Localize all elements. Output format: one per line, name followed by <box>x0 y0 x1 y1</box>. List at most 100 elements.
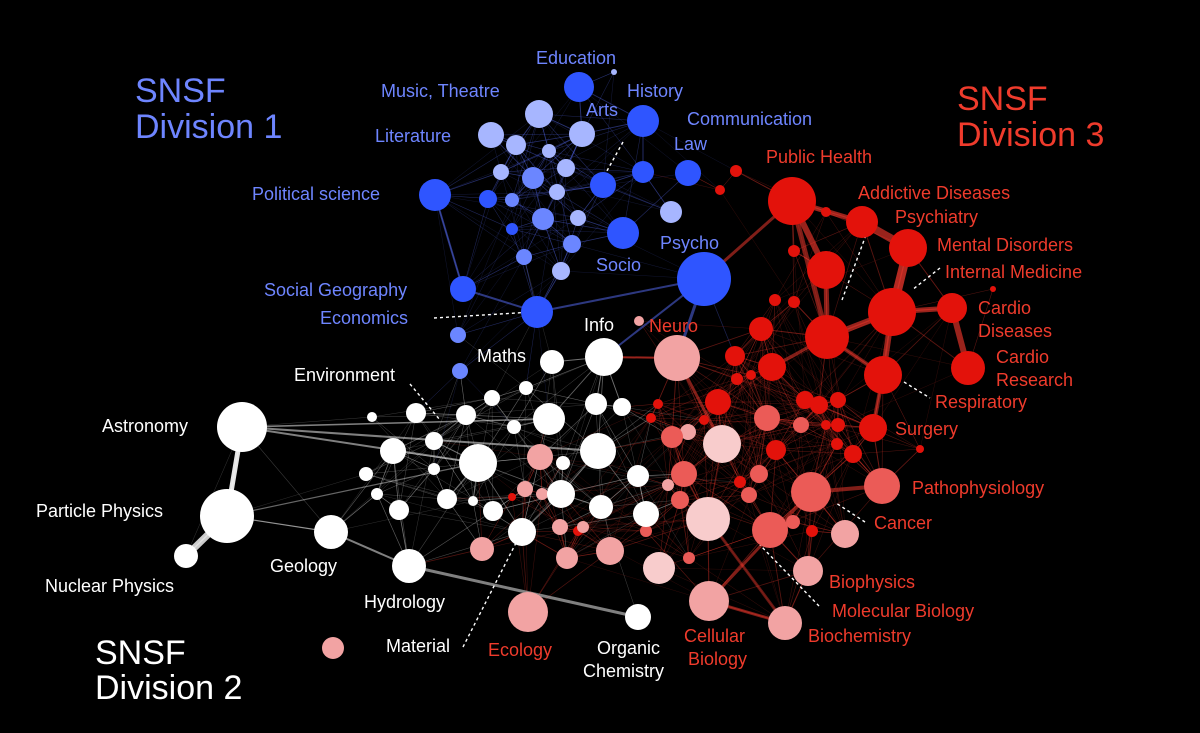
node-respiratory <box>864 356 902 394</box>
node-r32 <box>786 515 800 529</box>
node-info <box>585 338 623 376</box>
division-2-node-labels: Info Maths Environment Astronomy Particl… <box>36 315 664 681</box>
node-biophysics <box>793 556 823 586</box>
node-r31 <box>671 491 689 509</box>
division-2-label: SNSF Division 2 <box>95 634 242 707</box>
node-particle-physics <box>200 489 254 543</box>
edge <box>542 133 583 220</box>
edge <box>398 412 417 511</box>
leader-line <box>433 311 534 319</box>
edge <box>657 403 741 483</box>
node-r45 <box>577 521 589 533</box>
node-r10 <box>746 370 756 380</box>
edge <box>462 218 544 290</box>
label-cancer: Cancer <box>874 513 932 533</box>
node-b18 <box>452 363 468 379</box>
node-r48 <box>508 493 516 501</box>
edge <box>511 113 540 201</box>
edge <box>408 462 479 567</box>
edge <box>446 456 541 500</box>
edge <box>621 406 705 421</box>
edge-bundle <box>707 490 813 603</box>
edge <box>500 171 624 234</box>
node-surgery <box>859 414 887 442</box>
edge <box>434 194 562 272</box>
node-w2 <box>484 390 500 406</box>
node-w6 <box>533 403 565 435</box>
edge <box>434 113 540 196</box>
edge <box>548 120 644 152</box>
node-layer <box>174 69 996 659</box>
label-psychiatry: Psychiatry <box>895 207 978 227</box>
node-astronomy <box>217 402 267 452</box>
edge <box>657 403 669 486</box>
edge <box>837 367 969 426</box>
node-r6 <box>788 296 800 308</box>
edge <box>500 150 550 173</box>
edge <box>577 484 669 532</box>
edge <box>676 357 820 406</box>
node-b5 <box>522 167 544 189</box>
edge <box>657 378 738 405</box>
edge <box>376 468 435 495</box>
node-w25 <box>389 500 409 520</box>
edge <box>736 378 760 475</box>
edge <box>638 320 723 445</box>
edge <box>807 453 854 572</box>
label-astronomy: Astronomy <box>102 416 188 436</box>
edge <box>671 436 771 531</box>
edge <box>539 456 602 508</box>
edge <box>703 419 777 451</box>
edge <box>487 198 525 258</box>
node-b15 <box>632 161 654 183</box>
edge <box>434 194 579 219</box>
node-public-health <box>768 177 816 225</box>
edge <box>734 355 802 426</box>
edge <box>582 526 647 532</box>
edge <box>760 328 874 429</box>
node-r30 <box>671 461 697 487</box>
edge <box>487 198 573 245</box>
edge <box>671 328 762 438</box>
edge <box>791 200 893 313</box>
edge <box>487 198 562 272</box>
node-r36 <box>653 399 663 409</box>
edge <box>515 144 579 219</box>
label-internal-medicine: Internal Medicine <box>945 262 1082 282</box>
label-cellular-biology-line-2: Biology <box>688 649 747 669</box>
edge <box>650 417 705 421</box>
edge <box>750 374 760 475</box>
edge <box>688 557 786 624</box>
node-r13 <box>810 396 828 414</box>
edge <box>734 355 777 451</box>
edge <box>582 526 690 559</box>
edge <box>459 270 562 372</box>
edge <box>490 134 573 245</box>
node-cardio-research <box>951 351 985 385</box>
node-w9 <box>507 420 521 434</box>
edge <box>687 328 762 433</box>
edge <box>371 416 448 500</box>
label-material: Material <box>386 636 450 656</box>
edge <box>774 299 839 401</box>
edge <box>577 417 652 532</box>
node-b8 <box>505 193 519 207</box>
division-3-label: SNSF Division 3 <box>957 80 1104 154</box>
division-1-node-labels: Education History Music, Theatre Arts Co… <box>252 48 812 328</box>
node-r20 <box>844 445 862 463</box>
edge <box>766 417 874 429</box>
edge <box>556 120 644 193</box>
edge <box>536 191 558 313</box>
node-w11 <box>380 438 406 464</box>
node-r18 <box>821 420 831 430</box>
node-w19 <box>437 489 457 509</box>
edge <box>679 473 760 501</box>
node-b13 <box>516 249 532 265</box>
edge <box>472 496 513 502</box>
edge <box>511 228 624 234</box>
edge <box>683 374 752 475</box>
edge <box>434 194 525 258</box>
node-r39 <box>517 481 533 497</box>
edge <box>793 301 838 445</box>
